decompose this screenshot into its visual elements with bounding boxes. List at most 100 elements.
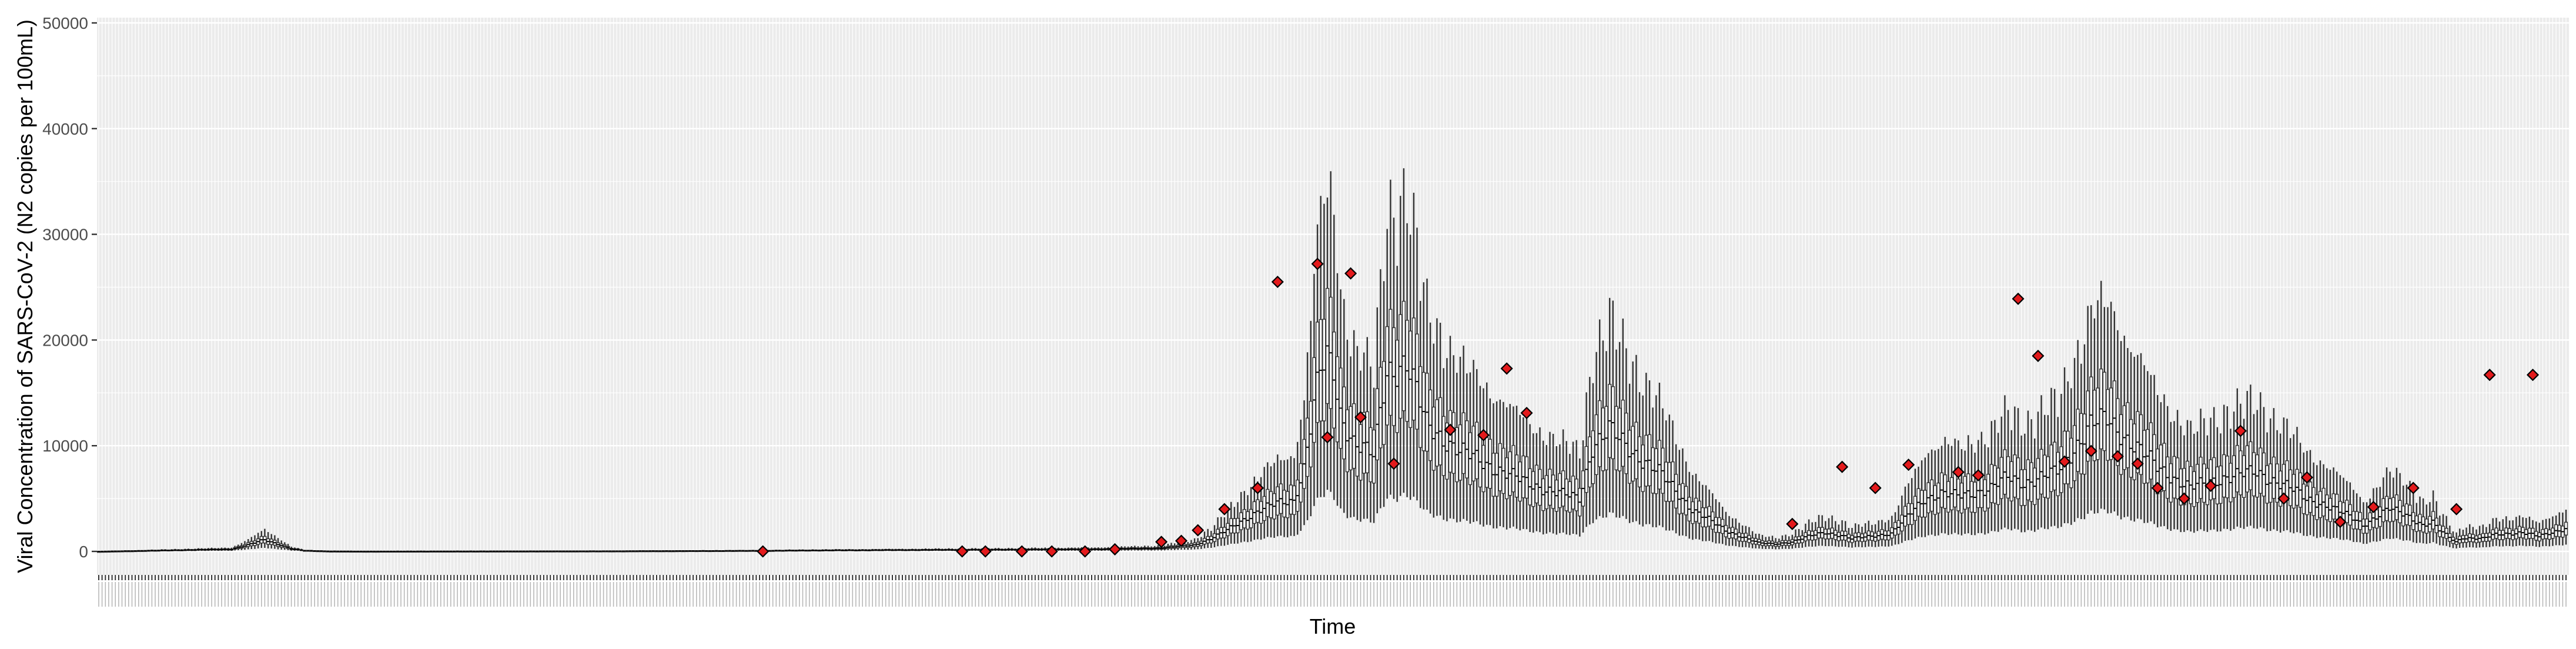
box-mark <box>1371 387 1376 523</box>
box-mark <box>2328 470 2333 539</box>
box-mark <box>269 534 273 549</box>
box-mark <box>781 550 785 552</box>
box-mark <box>183 548 188 551</box>
box-mark <box>1760 534 1765 549</box>
box-mark <box>216 548 220 551</box>
box-mark <box>1637 392 1642 525</box>
box-mark <box>2222 404 2226 529</box>
box-mark <box>1232 507 1237 544</box>
box-mark <box>1850 528 1854 548</box>
box-mark <box>804 550 808 552</box>
box-mark <box>1959 449 1964 536</box>
box-mark <box>1870 524 1874 547</box>
box-mark <box>2179 426 2183 533</box>
box-mark <box>1764 537 1768 549</box>
box-mark <box>611 550 615 553</box>
box-mark <box>2023 433 2027 533</box>
box-mark <box>628 550 632 553</box>
box-mark <box>2129 352 2133 521</box>
box-mark <box>821 549 825 552</box>
box-mark <box>861 549 865 551</box>
box-mark <box>1292 458 1296 536</box>
box-mark <box>200 548 204 551</box>
box-mark <box>2461 530 2465 548</box>
box-mark <box>561 550 566 553</box>
observed-point <box>2131 457 2144 470</box>
box-mark <box>146 550 150 552</box>
box-mark <box>976 548 981 551</box>
box-mark <box>1286 459 1290 538</box>
box-mark <box>1674 444 1678 534</box>
box-mark <box>475 550 480 553</box>
box-mark <box>1790 534 1794 549</box>
box-mark <box>2564 510 2568 545</box>
box-mark <box>1139 546 1143 551</box>
box-mark <box>774 550 778 552</box>
box-mark <box>1000 548 1004 551</box>
box-mark <box>996 547 1001 551</box>
box-mark <box>502 550 506 553</box>
box-mark <box>1780 535 1785 549</box>
box-mark <box>1651 407 1655 527</box>
box-mark <box>1647 380 1652 524</box>
box-mark <box>518 550 523 553</box>
box-mark <box>1518 414 1522 531</box>
box-mark <box>718 550 722 553</box>
box-mark <box>581 550 586 553</box>
box-mark <box>794 550 798 552</box>
box-mark <box>1926 453 1931 536</box>
box-mark <box>824 549 828 551</box>
box-mark <box>1399 196 1403 496</box>
box-mark <box>2086 306 2090 514</box>
box-mark <box>1989 421 1993 531</box>
box-mark <box>2414 503 2418 543</box>
box-mark <box>1691 475 1695 540</box>
box-mark <box>2269 418 2273 531</box>
box-mark <box>1365 337 1369 519</box>
box-mark <box>1521 417 1525 529</box>
box-mark <box>2116 330 2120 516</box>
box-mark <box>874 548 878 551</box>
box-mark <box>2289 438 2293 533</box>
box-mark <box>1873 524 1878 547</box>
box-mark <box>1010 548 1014 551</box>
box-mark <box>940 548 944 551</box>
box-mark <box>339 550 343 553</box>
box-mark <box>2444 516 2448 546</box>
box-mark <box>1794 529 1798 548</box>
box-mark <box>728 550 732 552</box>
observed-point <box>1192 524 1205 537</box>
box-mark <box>239 543 244 550</box>
box-mark <box>123 550 128 553</box>
box-mark <box>936 548 941 551</box>
box-mark <box>456 550 460 553</box>
box-mark <box>1481 388 1486 527</box>
box-mark <box>176 549 180 551</box>
box-mark <box>2052 389 2057 526</box>
box-mark <box>2109 302 2113 513</box>
box-mark <box>2242 419 2246 529</box>
box-mark <box>1886 520 1891 547</box>
box-mark <box>797 549 802 552</box>
box-mark <box>1438 323 1443 516</box>
box-mark <box>1578 458 1582 537</box>
box-mark <box>801 549 805 552</box>
box-mark <box>1126 546 1130 551</box>
box-mark <box>1176 543 1180 550</box>
box-mark <box>857 549 861 551</box>
observed-point <box>2334 516 2347 528</box>
box-mark <box>1923 457 1927 537</box>
box-mark <box>738 550 742 552</box>
box-mark <box>910 548 915 551</box>
box-mark <box>897 548 901 551</box>
box-mark <box>1309 320 1313 517</box>
box-mark <box>2315 465 2319 538</box>
box-mark <box>2106 307 2110 514</box>
box-mark <box>323 550 327 553</box>
observed-point <box>956 545 969 558</box>
box-mark <box>658 550 662 553</box>
box-mark <box>2172 421 2176 530</box>
observed-point <box>1175 534 1188 547</box>
box-mark <box>2043 414 2047 529</box>
observed-point <box>1344 267 1357 280</box>
